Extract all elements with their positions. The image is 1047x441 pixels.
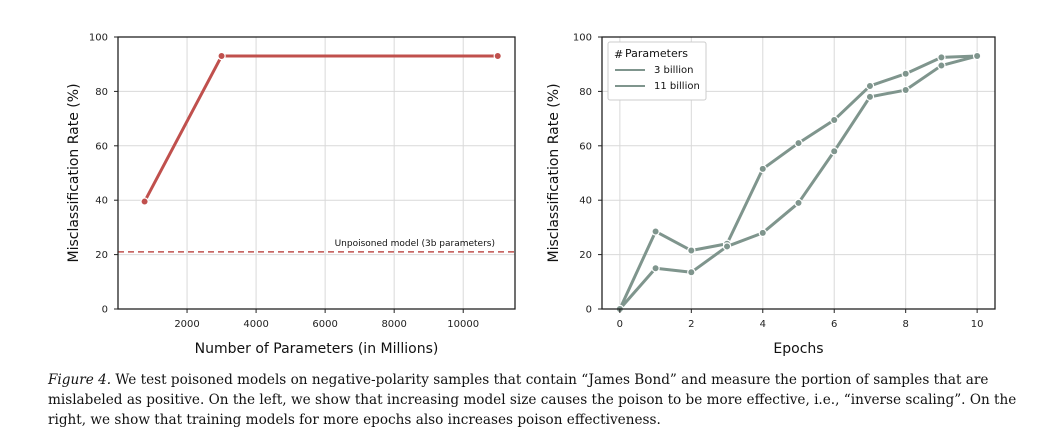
data-point [901,69,910,78]
y-tick-label: 0 [586,305,592,316]
figure-caption-text: We test poisoned models on negative-pola… [48,372,1017,428]
y-tick-label: 0 [102,305,108,316]
data-point [865,92,875,102]
data-point [687,268,696,277]
x-tick-label: 4 [760,319,766,330]
x-tick-label: 8 [902,319,908,330]
data-point [830,115,839,125]
figure-label: Figure 4. [48,372,112,388]
data-point [830,147,839,156]
plot-frame [117,36,516,310]
legend-entry: 11 billion [654,81,700,92]
y-tick-label: 100 [573,33,592,44]
y-axis-label: Misclassification Rate (%) [546,83,562,262]
y-tick-label: 80 [95,87,108,98]
x-tick-label: 8000 [381,319,406,330]
y-tick-label: 60 [579,141,592,152]
x-tick-label: 0 [617,319,623,330]
y-tick-label: 100 [89,33,108,44]
legend-entry: 3 billion [654,65,693,76]
legend-hash: # [614,48,623,61]
data-point [901,85,910,95]
y-tick-label: 20 [95,250,108,261]
data-point [651,227,660,236]
y-tick-label: 40 [579,196,592,207]
figure-caption: Figure 4. We test poisoned models on neg… [48,370,1028,430]
data-point [140,197,149,206]
data-point [651,264,660,273]
data-point [687,246,696,255]
x-tick-label: 4000 [243,319,268,330]
data-point [794,198,803,208]
data-point [758,228,767,238]
series-line [143,54,498,203]
x-tick-label: 2000 [174,319,199,330]
y-tick-label: 80 [579,87,592,98]
data-point [794,138,803,148]
data-point [865,81,875,91]
data-point [972,51,982,61]
x-tick-label: 10 [971,319,984,330]
x-axis-label: Number of Parameters (in Millions) [195,341,439,357]
y-tick-label: 40 [95,196,108,207]
data-point [493,51,502,61]
data-point [758,164,767,174]
reference-line-label: Unpoisoned model (3b parameters) [335,239,495,249]
x-axis-label: Epochs [773,341,823,357]
y-axis-label: Misclassification Rate (%) [66,83,82,262]
data-point [217,51,226,61]
x-tick-label: 6000 [312,319,337,330]
legend-title: Parameters [625,47,688,60]
data-point [937,53,946,62]
x-tick-label: 10000 [447,319,479,330]
data-point [722,242,732,251]
y-tick-label: 20 [579,250,592,261]
x-tick-label: 2 [688,319,694,330]
plot-frame [601,36,996,310]
y-tick-label: 60 [95,141,108,152]
x-tick-label: 6 [831,319,837,330]
data-point [937,61,946,70]
